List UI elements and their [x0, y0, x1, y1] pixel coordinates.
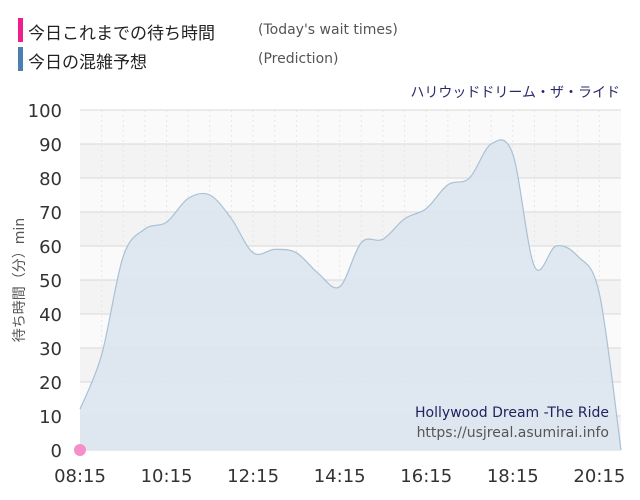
x-tick-labels: 08:15 10:15 12:15 14:15 16:15 18:15 20:15	[54, 466, 625, 487]
prediction-area-fill	[80, 139, 621, 451]
y-tick-label: 40	[39, 305, 62, 326]
x-tick-label: 12:15	[227, 466, 279, 487]
x-tick-label: 20:15	[573, 466, 625, 487]
y-axis-label: 待ち時間（分）min	[12, 218, 28, 342]
legend-today-label: 今日これまでの待ち時間	[28, 24, 215, 44]
legend-prediction-label: 今日の混雑予想	[28, 53, 147, 73]
y-tick-label: 70	[39, 203, 62, 224]
prediction-area	[79, 139, 622, 451]
y-tick-label: 0	[51, 441, 62, 462]
x-tick-label: 10:15	[141, 466, 193, 487]
today-point	[74, 444, 86, 456]
y-tick-label: 20	[39, 373, 62, 394]
legend-today-sublabel: (Today's wait times)	[258, 22, 398, 38]
legend: 今日これまでの待ち時間 (Today's wait times) 今日の混雑予想…	[18, 16, 438, 74]
y-tick-label: 90	[39, 135, 62, 156]
y-tick-label: 80	[39, 169, 62, 190]
x-tick-label: 08:15	[54, 466, 106, 487]
x-tick-label: 16:15	[400, 466, 452, 487]
today-marks	[74, 444, 86, 456]
y-tick-label: 50	[39, 271, 62, 292]
y-tick-label: 10	[39, 407, 62, 428]
prediction-swatch	[18, 47, 23, 71]
plot-band	[80, 110, 621, 144]
ride-name-ja: ハリウッドドリーム・ザ・ライド	[410, 85, 620, 101]
x-tick-label: 14:15	[314, 466, 366, 487]
x-tick-label: 18:15	[487, 466, 539, 487]
site-url: https://usjreal.asumirai.info	[417, 425, 609, 441]
y-tick-label: 30	[39, 339, 62, 360]
today-swatch	[18, 18, 23, 42]
y-tick-label: 60	[39, 237, 62, 258]
prediction-line	[79, 139, 622, 451]
legend-item-today: 今日これまでの待ち時間 (Today's wait times)	[18, 16, 438, 45]
legend-prediction-sublabel: (Prediction)	[258, 51, 339, 67]
legend-item-prediction: 今日の混雑予想 (Prediction)	[18, 45, 438, 74]
y-tick-labels: 0 10 20 30 40 50 60 70 80 90 100	[28, 101, 62, 462]
plot-band	[80, 144, 621, 178]
ride-name-en: Hollywood Dream -The Ride	[415, 405, 609, 421]
y-tick-label: 100	[28, 101, 62, 122]
plot-band	[80, 178, 621, 212]
